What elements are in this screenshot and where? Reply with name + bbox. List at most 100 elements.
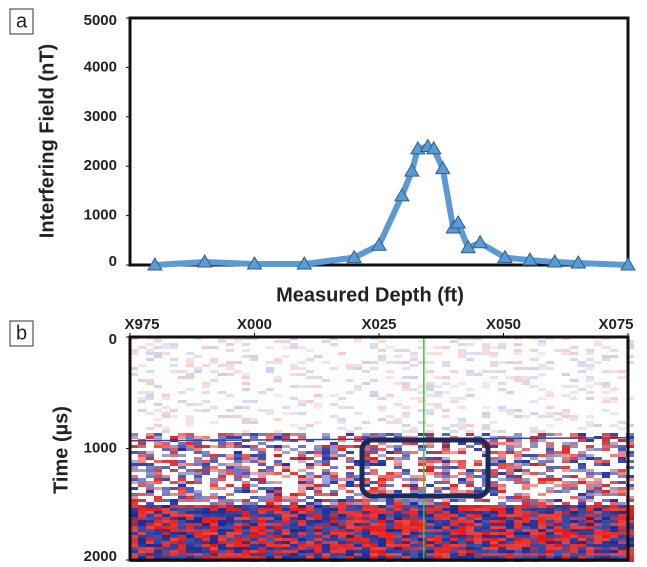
seismic-texture bbox=[266, 538, 274, 541]
seismic-texture bbox=[194, 532, 202, 535]
seismic-texture bbox=[146, 538, 154, 541]
seismic-texture bbox=[218, 517, 226, 520]
seismic-texture bbox=[490, 505, 498, 508]
seismic-texture bbox=[130, 511, 138, 514]
seismic-texture bbox=[314, 385, 322, 388]
seismic-texture bbox=[394, 505, 402, 508]
seismic-texture bbox=[506, 538, 514, 541]
seismic-texture bbox=[418, 532, 426, 535]
seismic-texture bbox=[458, 517, 466, 520]
seismic-texture bbox=[138, 379, 146, 382]
seismic-texture bbox=[154, 385, 162, 388]
seismic-texture bbox=[194, 478, 202, 481]
seismic-texture bbox=[178, 472, 186, 475]
seismic-texture bbox=[186, 472, 194, 475]
seismic-texture bbox=[274, 487, 282, 490]
seismic-texture bbox=[298, 541, 306, 544]
panel-label-box bbox=[9, 8, 34, 35]
x-tick-label: X000 bbox=[237, 316, 272, 333]
seismic-texture bbox=[170, 358, 178, 361]
seismic-texture bbox=[210, 421, 218, 424]
seismic-texture bbox=[234, 520, 242, 523]
seismic-texture bbox=[178, 556, 186, 559]
seismic-texture bbox=[618, 472, 626, 475]
seismic-texture bbox=[274, 511, 282, 514]
seismic-texture bbox=[202, 556, 210, 559]
seismic-texture bbox=[202, 505, 210, 508]
seismic-texture bbox=[418, 469, 426, 472]
seismic-texture bbox=[314, 553, 322, 556]
seismic-texture bbox=[338, 448, 346, 451]
seismic-texture bbox=[298, 538, 306, 541]
seismic-texture bbox=[554, 451, 562, 454]
seismic-texture bbox=[378, 508, 386, 511]
seismic-texture bbox=[234, 478, 242, 481]
seismic-texture bbox=[378, 547, 386, 550]
seismic-texture bbox=[306, 535, 314, 538]
seismic-texture bbox=[330, 517, 338, 520]
seismic-texture bbox=[338, 544, 346, 547]
seismic-texture bbox=[450, 397, 458, 400]
seismic-texture bbox=[130, 517, 138, 520]
seismic-texture bbox=[378, 433, 386, 436]
seismic-texture bbox=[410, 523, 418, 526]
seismic-texture bbox=[434, 490, 442, 493]
seismic-texture bbox=[178, 460, 186, 463]
seismic-texture bbox=[154, 355, 162, 358]
seismic-texture bbox=[514, 445, 522, 448]
seismic-texture bbox=[314, 454, 322, 457]
seismic-texture bbox=[386, 541, 394, 544]
seismic-texture bbox=[250, 520, 258, 523]
seismic-texture bbox=[130, 556, 138, 559]
seismic-texture bbox=[162, 535, 170, 538]
seismic-texture bbox=[186, 523, 194, 526]
seismic-texture bbox=[394, 514, 402, 517]
seismic-texture bbox=[450, 499, 458, 502]
seismic-texture bbox=[626, 346, 634, 349]
seismic-texture bbox=[530, 508, 538, 511]
seismic-texture bbox=[130, 475, 138, 478]
seismic-texture bbox=[418, 487, 426, 490]
seismic-texture bbox=[242, 547, 250, 550]
seismic-texture bbox=[610, 349, 618, 352]
seismic-texture bbox=[570, 505, 578, 508]
seismic-texture bbox=[514, 457, 522, 460]
seismic-texture bbox=[482, 553, 490, 556]
seismic-texture bbox=[386, 499, 394, 502]
seismic-texture bbox=[258, 505, 266, 508]
seismic-texture bbox=[370, 481, 378, 484]
seismic-texture bbox=[554, 556, 562, 559]
seismic-texture bbox=[570, 460, 578, 463]
seismic-texture bbox=[298, 361, 306, 364]
seismic-texture bbox=[594, 481, 602, 484]
seismic-texture bbox=[306, 547, 314, 550]
seismic-texture bbox=[282, 550, 290, 553]
seismic-texture bbox=[146, 520, 154, 523]
seismic-texture bbox=[410, 520, 418, 523]
seismic-texture bbox=[506, 442, 514, 445]
seismic-texture bbox=[458, 427, 466, 430]
seismic-texture bbox=[578, 505, 586, 508]
seismic-texture bbox=[482, 385, 490, 388]
seismic-texture bbox=[370, 550, 378, 553]
seismic-texture bbox=[570, 358, 578, 361]
seismic-texture bbox=[410, 478, 418, 481]
seismic-texture bbox=[130, 469, 138, 472]
seismic-texture bbox=[410, 544, 418, 547]
seismic-texture bbox=[530, 484, 538, 487]
seismic-texture bbox=[362, 520, 370, 523]
seismic-texture bbox=[626, 433, 634, 436]
seismic-texture bbox=[562, 466, 570, 469]
seismic-texture bbox=[482, 499, 490, 502]
seismic-texture bbox=[186, 553, 194, 556]
seismic-texture bbox=[530, 544, 538, 547]
seismic-texture bbox=[442, 535, 450, 538]
seismic-texture bbox=[274, 490, 282, 493]
seismic-texture bbox=[322, 433, 330, 436]
seismic-texture bbox=[234, 445, 242, 448]
seismic-texture bbox=[130, 367, 138, 370]
seismic-texture bbox=[418, 520, 426, 523]
seismic-texture bbox=[146, 352, 154, 355]
seismic-texture bbox=[586, 415, 594, 418]
seismic-texture bbox=[362, 526, 370, 529]
